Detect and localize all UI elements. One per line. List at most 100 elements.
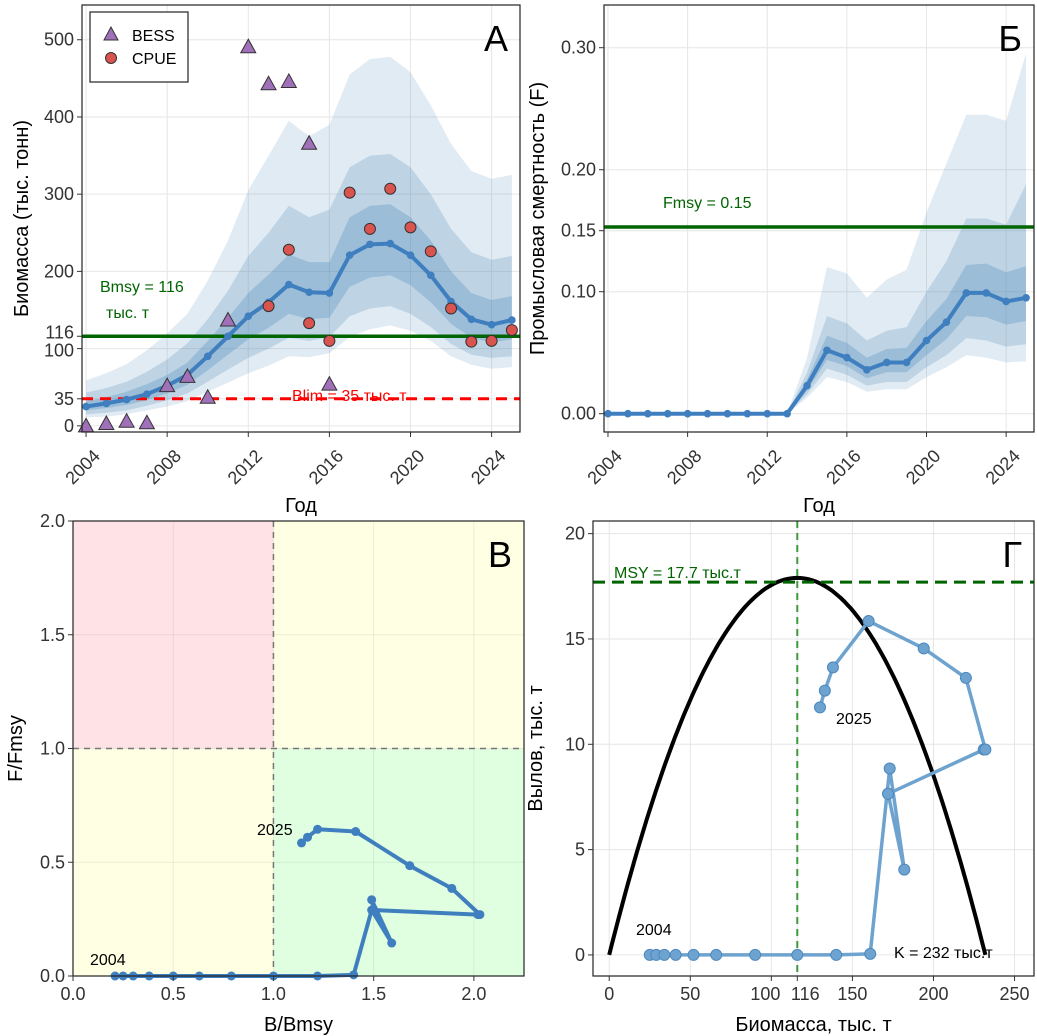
- bess-point: [118, 412, 135, 428]
- x-tick-label: 2004: [583, 446, 625, 488]
- end-year-label: 2025: [257, 822, 293, 839]
- bess-point: [219, 311, 237, 327]
- catch-point: [882, 787, 895, 800]
- bess-point: [321, 375, 338, 391]
- y-tick-label: 500: [44, 30, 74, 50]
- overfished-zone: [73, 748, 274, 976]
- median-point: [325, 289, 334, 297]
- panel-letter: А: [484, 18, 508, 59]
- healthy-zone: [273, 748, 524, 976]
- bess-point: [260, 75, 277, 91]
- cpue-point: [262, 300, 275, 313]
- median-f-point: [803, 381, 811, 390]
- bess-point: [300, 134, 318, 150]
- y-tick-label: 0: [64, 416, 74, 436]
- cpue-point: [282, 243, 295, 256]
- catch-point: [864, 947, 877, 960]
- overfishing-zone: [273, 521, 524, 749]
- cpue-point: [445, 302, 458, 315]
- median-f-point: [962, 289, 971, 297]
- surplus-production-curve: [607, 575, 988, 956]
- catch-point: [658, 948, 671, 961]
- plot-frame: [592, 520, 1035, 977]
- y-axis-title: F/Fmsy: [5, 715, 27, 782]
- median-f-point: [902, 358, 911, 367]
- y-tick-label: 0.0: [40, 966, 65, 986]
- x-tick-label: 150: [837, 984, 867, 1004]
- x-axis-title: Год: [285, 495, 317, 517]
- ribbon-95pct: [86, 56, 512, 418]
- panel-letter: В: [488, 534, 512, 575]
- legend-cpue-label: CPUE: [132, 51, 176, 68]
- catch-point: [687, 948, 700, 961]
- y-tick-label: 400: [44, 107, 74, 127]
- bess-point: [97, 414, 115, 431]
- y-tick-label: 200: [44, 261, 74, 281]
- cpue-point: [485, 334, 498, 347]
- blim-label: Blim = 35 тыс. т: [292, 388, 407, 405]
- x-tick-label: 2008: [663, 446, 705, 488]
- catch-point: [979, 743, 992, 756]
- median-f-point: [703, 409, 712, 418]
- cpue-point: [363, 222, 376, 235]
- x-axis-title: B/Bmsy: [264, 1014, 333, 1036]
- median-f-point: [683, 409, 692, 418]
- median-point: [82, 402, 90, 411]
- median-f-point: [1022, 294, 1030, 302]
- ribbon-50pct: [608, 263, 1026, 414]
- median-point: [426, 271, 435, 280]
- median-point: [224, 332, 232, 341]
- catch-point: [917, 642, 930, 655]
- y-tick-label: 0.10: [561, 282, 596, 302]
- panel-letter: Г: [1003, 534, 1023, 575]
- x-tick-label: 2024: [467, 446, 509, 488]
- legend-bess-symbol: [103, 25, 119, 41]
- median-f-point: [982, 289, 991, 297]
- bess-point: [158, 377, 176, 393]
- catch-point: [791, 948, 804, 961]
- y-tick-label: 20: [565, 524, 585, 544]
- cpue-point: [343, 186, 356, 199]
- kobe-point: [387, 938, 397, 948]
- median-f-point: [643, 409, 652, 418]
- catch-point: [959, 671, 972, 684]
- bmsy-label: Bmsy = 116: [100, 279, 184, 296]
- ribbon-80pct: [86, 154, 512, 415]
- median-point: [203, 352, 212, 361]
- panel-b-fishing-mortality: Fmsy = 0.15 2004 2008 2012 2016 2020 2024 0.00 0…: [527, 4, 1035, 517]
- catch-point: [862, 615, 875, 628]
- catch-trajectory: [649, 619, 988, 957]
- median-point: [467, 315, 476, 324]
- median-f-point: [823, 346, 831, 355]
- y-tick-label: 1.5: [40, 625, 65, 645]
- bess-point: [239, 38, 257, 54]
- kobe-point: [405, 861, 415, 871]
- median-f-point: [843, 353, 851, 362]
- y-tick-label: 300: [44, 184, 74, 204]
- x-tick-label: 200: [918, 984, 948, 1004]
- y-tick-label: 10: [565, 734, 585, 754]
- median-f-point: [723, 409, 732, 418]
- x-tick-label: 2012: [743, 446, 785, 488]
- y-tick-label: 0.30: [561, 38, 596, 58]
- kobe-point: [349, 970, 359, 980]
- kobe-point: [351, 827, 361, 837]
- median-point: [386, 239, 395, 248]
- median-f-point: [783, 409, 791, 418]
- cpue-point: [323, 334, 336, 347]
- median-f-point: [1002, 297, 1010, 306]
- x-tick-label: 100: [750, 984, 780, 1004]
- end-year-label: 2025: [836, 711, 872, 728]
- catch-point: [826, 661, 839, 674]
- bess-point: [179, 367, 196, 383]
- legend-box: [89, 11, 189, 83]
- panel-a-biomass: Bmsy = 116 тыс. т Blim = 35 тыс. т 2004 2008…: [11, 4, 521, 517]
- bess-point: [77, 417, 95, 433]
- y-tick-label: 0.20: [561, 160, 596, 180]
- bess-point: [280, 72, 298, 88]
- bmsy-label-unit: тыс. т: [106, 305, 150, 322]
- catch-point: [883, 762, 896, 775]
- x-tick-label: 50: [680, 984, 700, 1004]
- median-point: [366, 240, 374, 249]
